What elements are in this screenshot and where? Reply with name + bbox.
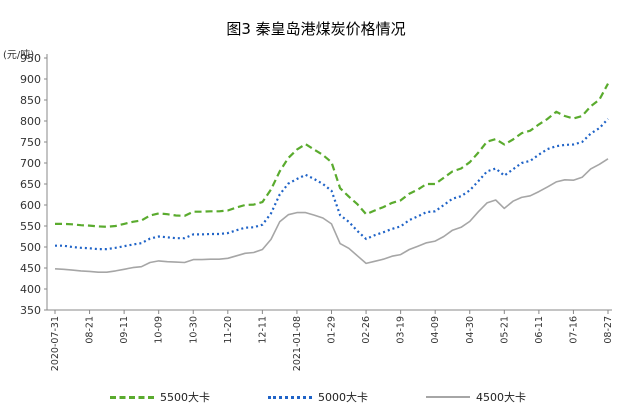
legend-label-5000: 5000大卡 xyxy=(318,391,368,404)
legend-label-5500: 5500大卡 xyxy=(160,391,210,404)
x-tick-label: 2020-07-31 xyxy=(50,316,61,371)
y-tick-label: 950 xyxy=(20,52,41,65)
series-lines xyxy=(54,83,609,274)
x-tick-label: 08-27 xyxy=(603,316,614,344)
legend-item-5000: 5000大卡 xyxy=(268,388,368,406)
y-axis-unit-label: (元/吨) xyxy=(3,50,35,61)
y-tick-label: 400 xyxy=(20,283,41,296)
legend: 5500大卡 5000大卡 4500大卡 xyxy=(0,388,632,406)
chart-title: 图3 秦皇岛港煤炭价格情况 xyxy=(226,20,406,38)
series-line-1 xyxy=(55,118,609,251)
x-tick-label: 10-09 xyxy=(154,316,165,344)
legend-swatch-5500 xyxy=(110,395,154,399)
x-tick-label: 06-11 xyxy=(534,316,545,344)
y-tick-label: 700 xyxy=(20,157,41,170)
x-tick-label: 04-09 xyxy=(430,316,441,344)
y-tick-label: 500 xyxy=(20,241,41,254)
x-tick-label: 2021-01-08 xyxy=(292,316,303,371)
series-line-0 xyxy=(55,83,609,228)
x-tick-label: 01-29 xyxy=(327,316,338,344)
legend-item-5500: 5500大卡 xyxy=(110,388,210,406)
x-tick-label: 12-11 xyxy=(257,316,268,344)
x-axis: 2020-07-31 08-21 09-11 10-09 10-30 11-20 12-11… xyxy=(47,309,614,371)
x-tick-label: 02-26 xyxy=(361,316,372,344)
x-tick-label: 07-16 xyxy=(568,316,579,344)
series-line-2 xyxy=(54,158,609,274)
y-tick-label: 600 xyxy=(20,199,41,212)
x-tick-label: 09-11 xyxy=(119,316,130,344)
y-tick-label: 450 xyxy=(20,262,41,275)
y-tick-label: 900 xyxy=(20,73,41,86)
x-tick-label: 03-19 xyxy=(396,316,407,344)
y-tick-label: 750 xyxy=(20,136,41,149)
legend-swatch-4500 xyxy=(426,396,470,398)
legend-swatch-5000 xyxy=(268,395,312,399)
y-tick-label: 850 xyxy=(20,94,41,107)
legend-item-4500: 4500大卡 xyxy=(426,388,526,406)
y-tick-label: 800 xyxy=(20,115,41,128)
y-tick-label: 350 xyxy=(20,304,41,317)
y-axis: 350 400 450 500 550 600 650 700 750 800 850 900 950 xyxy=(20,52,48,317)
y-tick-label: 650 xyxy=(20,178,41,191)
x-tick-label: 11-20 xyxy=(223,316,234,344)
legend-label-4500: 4500大卡 xyxy=(476,391,526,404)
x-tick-label: 04-30 xyxy=(465,316,476,344)
x-tick-label: 10-30 xyxy=(188,316,199,344)
x-tick-label: 05-21 xyxy=(499,316,510,344)
x-tick-label: 08-21 xyxy=(85,316,96,344)
y-tick-label: 550 xyxy=(20,220,41,233)
